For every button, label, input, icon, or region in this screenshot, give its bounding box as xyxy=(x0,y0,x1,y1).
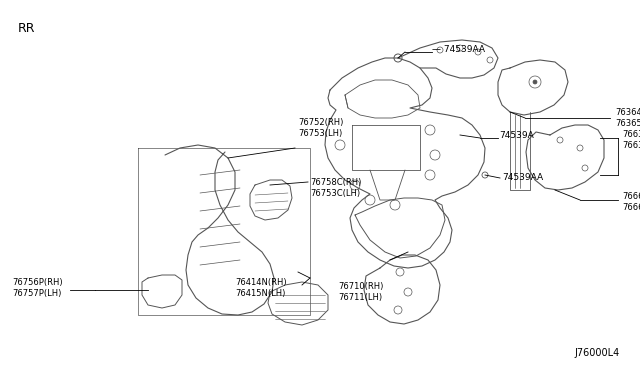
Text: — 74539AA: — 74539AA xyxy=(432,45,485,55)
Text: 74539AA: 74539AA xyxy=(502,173,543,183)
Text: 76756P(RH)
76757P(LH): 76756P(RH) 76757P(LH) xyxy=(12,278,63,298)
Text: 76752(RH)
76753(LH): 76752(RH) 76753(LH) xyxy=(298,118,344,138)
Text: 76364V(RH)
76365V(LH): 76364V(RH) 76365V(LH) xyxy=(615,108,640,128)
Text: 76630(RH)
76631(LH): 76630(RH) 76631(LH) xyxy=(622,130,640,150)
Text: J76000L4: J76000L4 xyxy=(575,348,620,358)
Text: 74539A: 74539A xyxy=(499,131,534,141)
Circle shape xyxy=(533,80,537,84)
Text: RR: RR xyxy=(18,22,35,35)
Text: 76414N(RH)
76415N(LH): 76414N(RH) 76415N(LH) xyxy=(235,278,287,298)
Text: 76758C(RH)
76753C(LH): 76758C(RH) 76753C(LH) xyxy=(310,178,362,198)
Text: 76666(RH)
76667(LH): 76666(RH) 76667(LH) xyxy=(622,192,640,212)
Text: 76710(RH)
76711(LH): 76710(RH) 76711(LH) xyxy=(338,282,383,302)
